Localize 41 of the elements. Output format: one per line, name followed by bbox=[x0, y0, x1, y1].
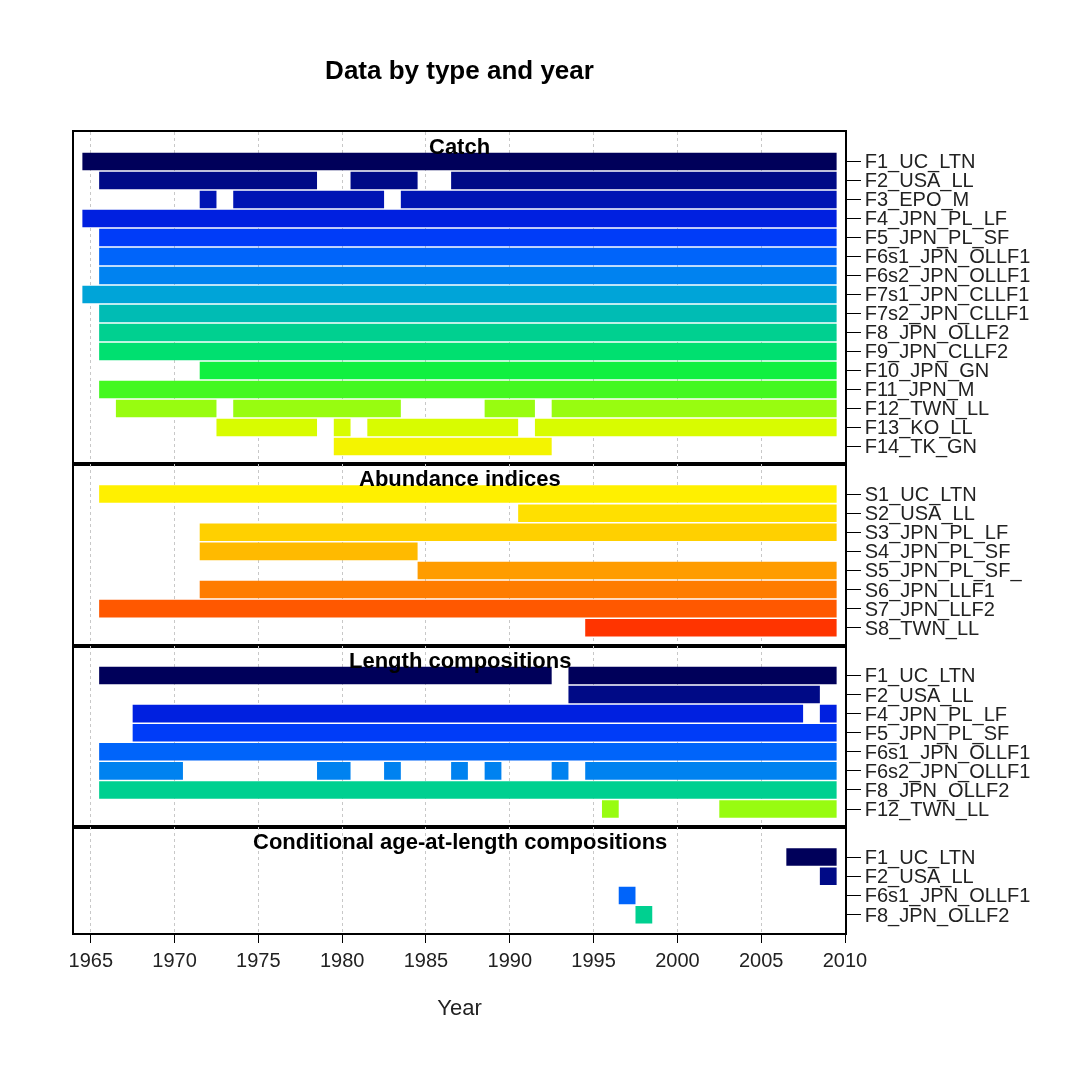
bar bbox=[786, 848, 837, 866]
bar bbox=[99, 781, 837, 799]
bar bbox=[99, 304, 837, 323]
x-tick-label: 1970 bbox=[152, 948, 197, 971]
x-tick-label: 1990 bbox=[487, 948, 533, 971]
bar bbox=[451, 762, 468, 780]
bar bbox=[199, 361, 837, 380]
bar bbox=[99, 247, 837, 266]
bar bbox=[551, 762, 569, 780]
bar bbox=[132, 723, 837, 742]
annotation: Length compositions bbox=[349, 648, 572, 673]
x-tick-label: 1980 bbox=[319, 948, 365, 971]
bar bbox=[99, 380, 837, 399]
bar bbox=[585, 762, 837, 780]
chart-title: Data by type and year bbox=[325, 55, 594, 86]
bar bbox=[333, 437, 552, 456]
bar bbox=[82, 209, 837, 228]
x-tick-label: 1995 bbox=[571, 948, 616, 971]
x-tick-label: 1985 bbox=[403, 948, 449, 971]
bar bbox=[819, 867, 837, 886]
bar bbox=[99, 323, 837, 342]
bar bbox=[82, 152, 837, 171]
bar bbox=[484, 762, 502, 780]
bar bbox=[82, 285, 837, 304]
bar bbox=[99, 743, 837, 761]
bar bbox=[99, 342, 837, 361]
bar bbox=[618, 886, 636, 905]
x-tick-label: 1965 bbox=[68, 948, 114, 971]
x-tick-label: 2010 bbox=[822, 948, 868, 971]
annotation: Catch bbox=[429, 134, 491, 159]
x-tick-label: 1975 bbox=[236, 948, 281, 971]
x-axis-title: Year bbox=[437, 995, 482, 1021]
x-tick-label: 2005 bbox=[738, 948, 784, 971]
bar bbox=[568, 685, 820, 704]
x-tick-label: 2000 bbox=[655, 948, 700, 971]
bar bbox=[99, 266, 837, 285]
annotation: Abundance indices bbox=[359, 466, 561, 491]
bar bbox=[99, 228, 837, 247]
bar bbox=[635, 905, 653, 924]
annotation: Conditional age-at-length compositions bbox=[253, 829, 668, 854]
bar bbox=[384, 762, 401, 780]
